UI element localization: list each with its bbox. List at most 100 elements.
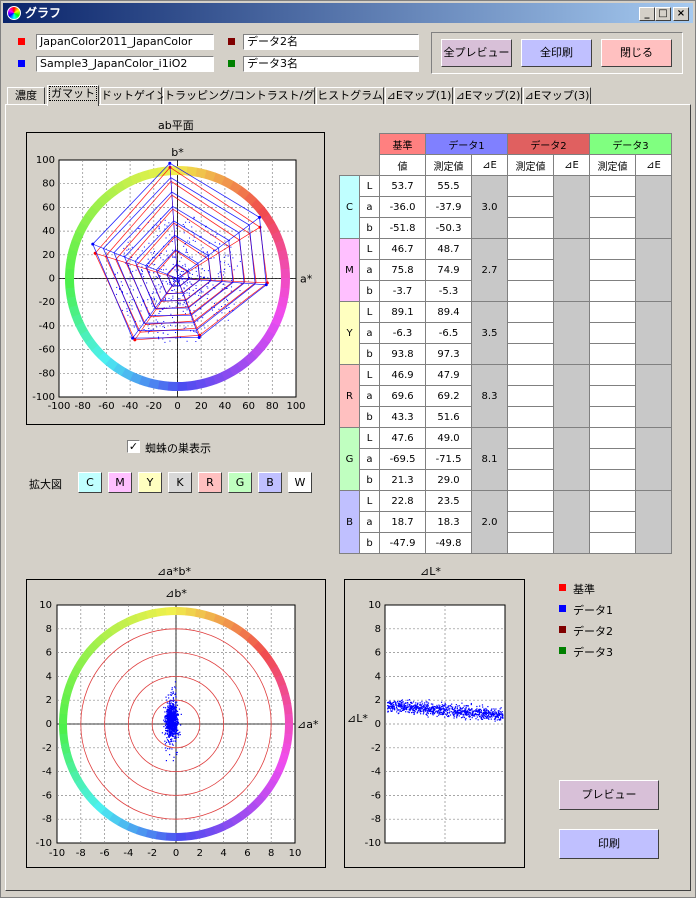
ref-value: 75.8	[379, 259, 426, 281]
ab-scatter-point	[183, 287, 185, 289]
dl-scatter-point	[420, 707, 422, 709]
ab-scatter-point	[209, 279, 211, 281]
ab-scatter-point	[214, 279, 216, 281]
ab-scatter-point	[191, 226, 193, 228]
dl-scatter-point	[494, 720, 496, 722]
data2-measured	[507, 532, 554, 554]
close-button[interactable]: 閉じる	[601, 39, 672, 67]
minimize-button[interactable]: _	[639, 7, 655, 21]
ab-scatter-point	[157, 336, 159, 338]
ref-file-field[interactable]: JapanColor2011_JapanColor	[36, 34, 214, 50]
data3-file-field[interactable]: データ3名	[243, 56, 419, 72]
delta-e-value: 2.0	[471, 490, 508, 554]
ab-scatter-point	[159, 275, 161, 277]
dl-scatter-point	[493, 718, 496, 720]
ab-scatter-point	[185, 251, 187, 253]
tab-dot-gain[interactable]: ドットゲイン	[100, 87, 167, 105]
ab-scatter-point	[232, 310, 234, 312]
zoom-button-r[interactable]: R	[198, 472, 222, 493]
dab-scatter-point	[173, 720, 175, 722]
dl-scatter-point	[490, 713, 492, 715]
zoom-button-w[interactable]: W	[288, 472, 312, 493]
dl-scatter-point	[426, 710, 428, 712]
ref-value: -47.9	[379, 532, 426, 554]
dl-scatter-point	[431, 713, 434, 715]
dab-scatter-point	[168, 730, 171, 732]
data1-file-field[interactable]: Sample3_JapanColor_i1iO2	[36, 56, 214, 72]
ab-hue-ring-segment	[279, 258, 290, 270]
tab-trapping[interactable]: トラッピング/コントラスト/グレー	[163, 87, 336, 105]
dl-scatter-point	[391, 704, 393, 706]
dl-scatter-point	[466, 712, 468, 714]
data2-file-field[interactable]: データ2名	[243, 34, 419, 50]
tab-de-map-3[interactable]: ⊿Eマップ(3)	[523, 87, 591, 105]
tab-de-map-2[interactable]: ⊿Eマップ(2)	[454, 87, 522, 105]
ab-scatter-point	[151, 263, 153, 265]
dl-scatter-point	[489, 716, 491, 718]
dab-scatter-point	[176, 727, 178, 729]
dab-hue-ring-segment	[222, 818, 235, 831]
dab-scatter-point	[175, 740, 177, 742]
zoom-button-k[interactable]: K	[168, 472, 192, 493]
ab-scatter-point	[174, 256, 176, 258]
tab-de-map-1[interactable]: ⊿Eマップ(1)	[385, 87, 453, 105]
lab-data-table: 基準 データ1 データ2 データ3 値測定値 ⊿E 測定値 ⊿E 測定値 ⊿E C L 53.7 55.5…	[339, 133, 672, 554]
ref-value: -36.0	[379, 196, 426, 218]
print-button[interactable]: 印刷	[559, 829, 659, 859]
dl-scatter-point	[411, 706, 413, 708]
ref-value: 93.8	[379, 343, 426, 365]
dab-x-tick-label: 8	[268, 848, 274, 859]
dab-scatter-point	[177, 719, 179, 721]
ab-scatter-point	[199, 288, 201, 290]
dl-scatter-point	[403, 709, 405, 711]
dab-scatter-point	[172, 728, 174, 730]
dl-scatter-point	[425, 706, 427, 709]
ab-hue-ring-segment	[121, 368, 135, 381]
dl-scatter-point	[403, 706, 405, 709]
spider-checkbox[interactable]: ✓	[127, 440, 140, 453]
ab-scatter-point	[200, 290, 202, 292]
ab-scatter-point	[227, 255, 229, 257]
maximize-button[interactable]: □	[655, 7, 671, 21]
dl-scatter-point	[398, 700, 401, 702]
dl-scatter-point	[473, 714, 475, 716]
tab-gamut[interactable]: ガマット	[47, 85, 99, 106]
zoom-button-g[interactable]: G	[228, 472, 252, 493]
dl-scatter-point	[458, 715, 460, 717]
dl-scatter-point	[401, 699, 404, 701]
zoom-button-c[interactable]: C	[78, 472, 102, 493]
ab-hue-ring-segment	[71, 230, 84, 244]
header-data3: データ3	[589, 133, 672, 155]
zoom-button-m[interactable]: M	[108, 472, 132, 493]
zoom-button-y[interactable]: Y	[138, 472, 162, 493]
ab-scatter-point	[123, 301, 125, 303]
ab-scatter-point	[226, 287, 228, 289]
preview-all-button[interactable]: 全プレビュー	[441, 39, 512, 67]
ab-scatter-point	[214, 249, 216, 251]
ab-scatter-point	[168, 244, 170, 246]
ab-scatter-point	[163, 288, 165, 290]
dl-scatter-point	[488, 712, 491, 714]
dl-scatter-point	[477, 719, 479, 721]
dab-tolerance-ring	[104, 652, 248, 796]
tab-density[interactable]: 濃度	[7, 87, 45, 105]
dab-scatter-point	[175, 731, 177, 733]
ab-scatter-point	[125, 262, 127, 264]
ab-scatter-point	[179, 260, 181, 262]
dab-scatter-point	[165, 749, 167, 752]
dab-scatter-point	[176, 722, 178, 725]
dab-scatter-point	[166, 717, 168, 719]
tab-histogram[interactable]: ヒストグラム	[316, 87, 384, 105]
dab-scatter-point	[171, 743, 174, 745]
ab-scatter-point	[176, 279, 178, 281]
print-all-button[interactable]: 全印刷	[521, 39, 592, 67]
dab-hue-ring-segment	[80, 786, 93, 800]
dl-scatter-point	[438, 704, 440, 706]
dab-scatter-point	[176, 718, 178, 720]
dl-scatter-point	[430, 709, 432, 711]
ab-scatter-point	[160, 286, 162, 288]
close-window-button[interactable]: ×	[673, 7, 689, 21]
dab-scatter-point	[169, 724, 171, 726]
zoom-button-b[interactable]: B	[258, 472, 282, 493]
preview-button[interactable]: プレビュー	[559, 780, 659, 810]
